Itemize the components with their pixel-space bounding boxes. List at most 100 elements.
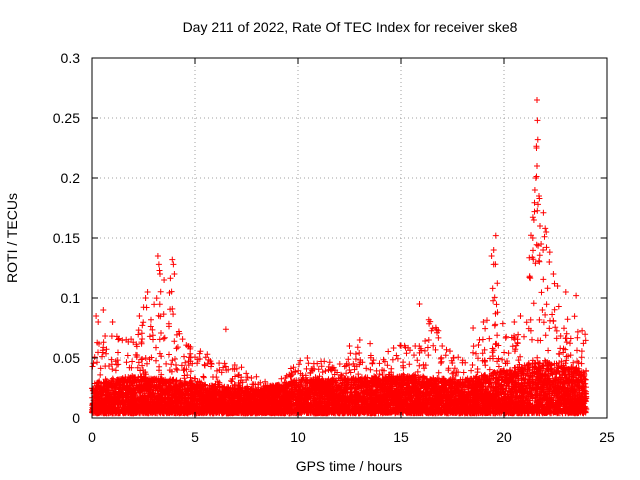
data-point [499, 320, 506, 327]
data-point [292, 369, 299, 375]
data-point [542, 311, 549, 318]
data-point [517, 353, 524, 360]
data-point [216, 360, 223, 367]
data-point [542, 332, 549, 339]
data-point [574, 328, 581, 335]
data-point [322, 368, 329, 374]
data-point [574, 334, 581, 341]
data-point [112, 367, 119, 374]
data-point [367, 366, 374, 373]
data-point [166, 351, 172, 358]
data-point [425, 337, 432, 343]
data-point [578, 354, 585, 361]
data-point [144, 360, 150, 367]
data-point [345, 356, 352, 363]
data-point [221, 360, 228, 367]
data-point [135, 327, 142, 334]
data-point [158, 371, 165, 378]
data-point [486, 366, 493, 373]
data-points [89, 97, 590, 417]
data-point [555, 363, 562, 369]
data-point [248, 375, 255, 381]
data-point [153, 295, 160, 302]
data-point [551, 360, 558, 367]
data-point [253, 373, 260, 380]
data-point [168, 368, 175, 375]
data-point [119, 337, 126, 344]
data-point [451, 365, 458, 372]
data-point [363, 365, 370, 372]
data-point [582, 331, 589, 338]
data-point [373, 367, 380, 374]
data-point [244, 374, 251, 381]
data-point [369, 360, 376, 367]
data-point [97, 371, 104, 378]
data-point [447, 348, 453, 355]
data-point [94, 339, 101, 346]
data-point [339, 372, 345, 379]
data-point [486, 335, 493, 342]
data-point [479, 350, 486, 357]
data-point [545, 347, 552, 354]
data-point [97, 365, 104, 372]
data-point [385, 348, 392, 355]
data-point [533, 241, 540, 248]
data-point [153, 357, 159, 364]
data-point [158, 353, 165, 360]
data-point [475, 355, 481, 362]
data-point [437, 360, 444, 366]
data-point [561, 325, 567, 332]
data-point [128, 336, 135, 343]
data-point [493, 301, 500, 308]
data-point [287, 365, 294, 372]
data-point [512, 346, 519, 353]
data-point [156, 336, 163, 343]
data-point [262, 378, 269, 385]
data-point [529, 336, 535, 343]
data-point [235, 372, 242, 379]
data-point [541, 233, 548, 240]
data-point [536, 316, 543, 323]
data-point [147, 323, 154, 330]
data-point [505, 350, 512, 357]
data-point [133, 343, 140, 350]
data-point [484, 317, 490, 324]
data-point [414, 368, 421, 375]
data-point [174, 367, 181, 373]
data-point [90, 360, 97, 367]
data-point [533, 173, 540, 180]
data-point [352, 356, 359, 363]
data-point [549, 371, 556, 378]
data-point [232, 381, 238, 388]
data-point [564, 316, 571, 323]
data-point [567, 352, 574, 359]
data-point [530, 247, 536, 254]
data-point [494, 280, 501, 287]
chart-title: Day 211 of 2022, Rate Of TEC Index for r… [183, 19, 518, 35]
data-point [156, 350, 163, 357]
data-point [149, 326, 156, 333]
data-point [102, 333, 109, 339]
data-point [178, 362, 185, 369]
data-point [481, 346, 488, 353]
data-point [304, 355, 311, 361]
data-point [501, 349, 508, 356]
data-point [123, 359, 130, 366]
data-point [425, 352, 432, 359]
data-point [536, 252, 543, 259]
data-point [551, 280, 558, 287]
data-point [546, 249, 553, 256]
data-point [173, 331, 180, 338]
data-point [157, 288, 164, 295]
data-point [567, 340, 573, 347]
data-point [546, 325, 553, 332]
data-point [142, 355, 149, 361]
data-point [474, 369, 481, 376]
data-point [158, 330, 164, 336]
data-point [393, 352, 400, 359]
data-point [161, 334, 168, 341]
data-point [153, 344, 159, 351]
data-point [538, 289, 545, 296]
